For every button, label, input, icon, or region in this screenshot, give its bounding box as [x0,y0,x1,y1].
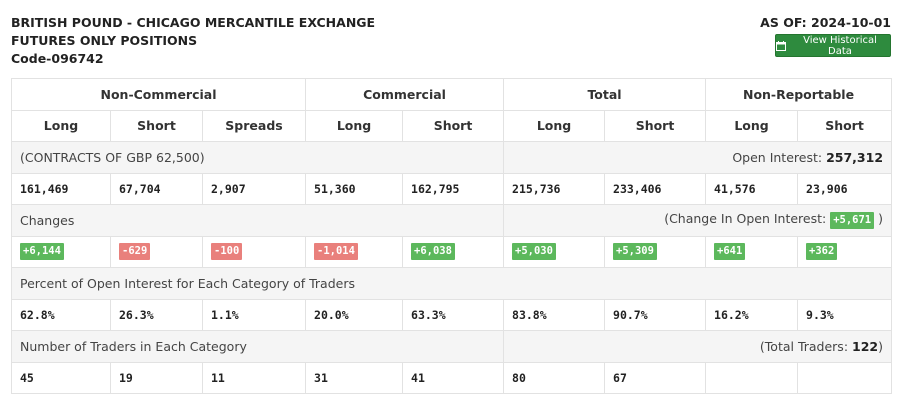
change-oi-badge: +5,671 [830,212,875,230]
percent-cell: 63.3% [402,298,505,331]
col-header: Long [705,109,799,142]
report-title-line-1: BRITISH POUND - CHICAGO MERCANTILE EXCHA… [11,15,376,30]
traders-section-row: Number of Traders in Each Category (Tota… [10,330,893,363]
group-non-commercial: Non-Commercial [10,78,307,111]
col-header: Short [797,109,893,142]
change-badge: +6,144 [20,243,64,261]
open-interest: Open Interest: 257,312 [503,141,893,174]
position-cell: 41,576 [705,172,799,205]
percent-label: Percent of Open Interest for Each Catego… [10,267,893,300]
percent-row: 62.8% 26.3% 1.1% 20.0% 63.3% 83.8% 90.7%… [11,298,893,331]
percent-cell: 83.8% [503,298,606,331]
change-badge: -629 [119,243,151,261]
traders-cell: 41 [402,361,505,394]
change-badge: +362 [806,243,838,261]
group-non-reportable: Non-Reportable [705,78,893,111]
percent-cell: 9.3% [797,298,893,331]
traders-cell: 11 [201,361,307,394]
col-header: Spreads [201,109,307,142]
change-badge: -1,014 [314,243,358,261]
change-open-interest: (Change In Open Interest: +5,671 ) [503,204,893,237]
traders-row: 45 19 11 31 41 80 67 [11,361,893,394]
col-header: Long [305,109,404,142]
col-header: Short [110,109,203,142]
contracts-section-row: (CONTRACTS OF GBP 62,500) Open Interest:… [10,141,893,174]
report-header: BRITISH POUND - CHICAGO MERCANTILE EXCHA… [11,14,891,70]
traders-cell: 67 [604,361,707,394]
percent-cell: 16.2% [705,298,799,331]
position-cell: 23,906 [797,172,893,205]
change-badge: +5,030 [512,243,556,261]
view-historical-data-label: View Historical Data [803,34,877,57]
percent-section-row: Percent of Open Interest for Each Catego… [10,267,893,300]
open-interest-value: 257,312 [826,149,884,165]
traders-cell: 80 [503,361,606,394]
as-of-date: AS OF: 2024-10-01 [760,15,891,30]
group-commercial: Commercial [305,78,505,111]
col-header: Long [11,109,111,142]
traders-cell: 19 [110,361,203,394]
position-cell: 162,795 [402,172,505,205]
position-cell: 233,406 [604,172,707,205]
column-header-row: Long Short Spreads Long Short Long Short… [11,109,893,142]
change-badge: -100 [211,243,243,261]
traders-cell: 31 [305,361,404,394]
percent-cell: 62.8% [11,298,111,331]
report-code: Code-096742 [11,51,104,66]
group-header-row: Non-Commercial Commercial Total Non-Repo… [10,78,893,111]
changes-section-row: Changes (Change In Open Interest: +5,671… [10,204,893,237]
report-title-line-2: FUTURES ONLY POSITIONS [11,33,198,48]
traders-label: Number of Traders in Each Category [10,330,505,363]
positions-row: 161,469 67,704 2,907 51,360 162,795 215,… [11,172,893,205]
percent-cell: 26.3% [110,298,203,331]
group-total: Total [503,78,707,111]
traders-cell [705,361,799,394]
traders-cell: 45 [11,361,111,394]
view-historical-data-button[interactable]: View Historical Data [775,34,891,57]
percent-cell: 90.7% [604,298,707,331]
cot-positions-table: Non-Commercial Commercial Total Non-Repo… [10,78,893,394]
changes-label: Changes [10,204,505,237]
change-badge: +641 [714,243,746,261]
total-traders: (Total Traders: 122) [503,330,893,363]
calendar-icon [776,40,786,51]
total-traders-value: 122 [852,338,879,354]
total-traders-close: ) [878,338,884,354]
percent-cell: 1.1% [201,298,307,331]
col-header: Short [604,109,707,142]
position-cell: 51,360 [305,172,404,205]
percent-cell: 20.0% [305,298,404,331]
position-cell: 161,469 [11,172,111,205]
traders-cell [797,361,893,394]
contracts-label: (CONTRACTS OF GBP 62,500) [10,141,505,174]
total-traders-label: (Total Traders: [759,338,849,354]
col-header: Short [402,109,505,142]
position-cell: 215,736 [503,172,606,205]
change-badge: +6,038 [411,243,455,261]
position-cell: 2,907 [201,172,307,205]
open-interest-label: Open Interest: [732,149,823,165]
change-oi-close: ) [878,211,884,227]
position-cell: 67,704 [110,172,203,205]
changes-row: +6,144 -629 -100 -1,014 +6,038 +5,030 +5… [11,235,893,268]
change-badge: +5,309 [613,243,657,261]
col-header: Long [503,109,606,142]
change-oi-label: (Change In Open Interest: [664,211,827,227]
